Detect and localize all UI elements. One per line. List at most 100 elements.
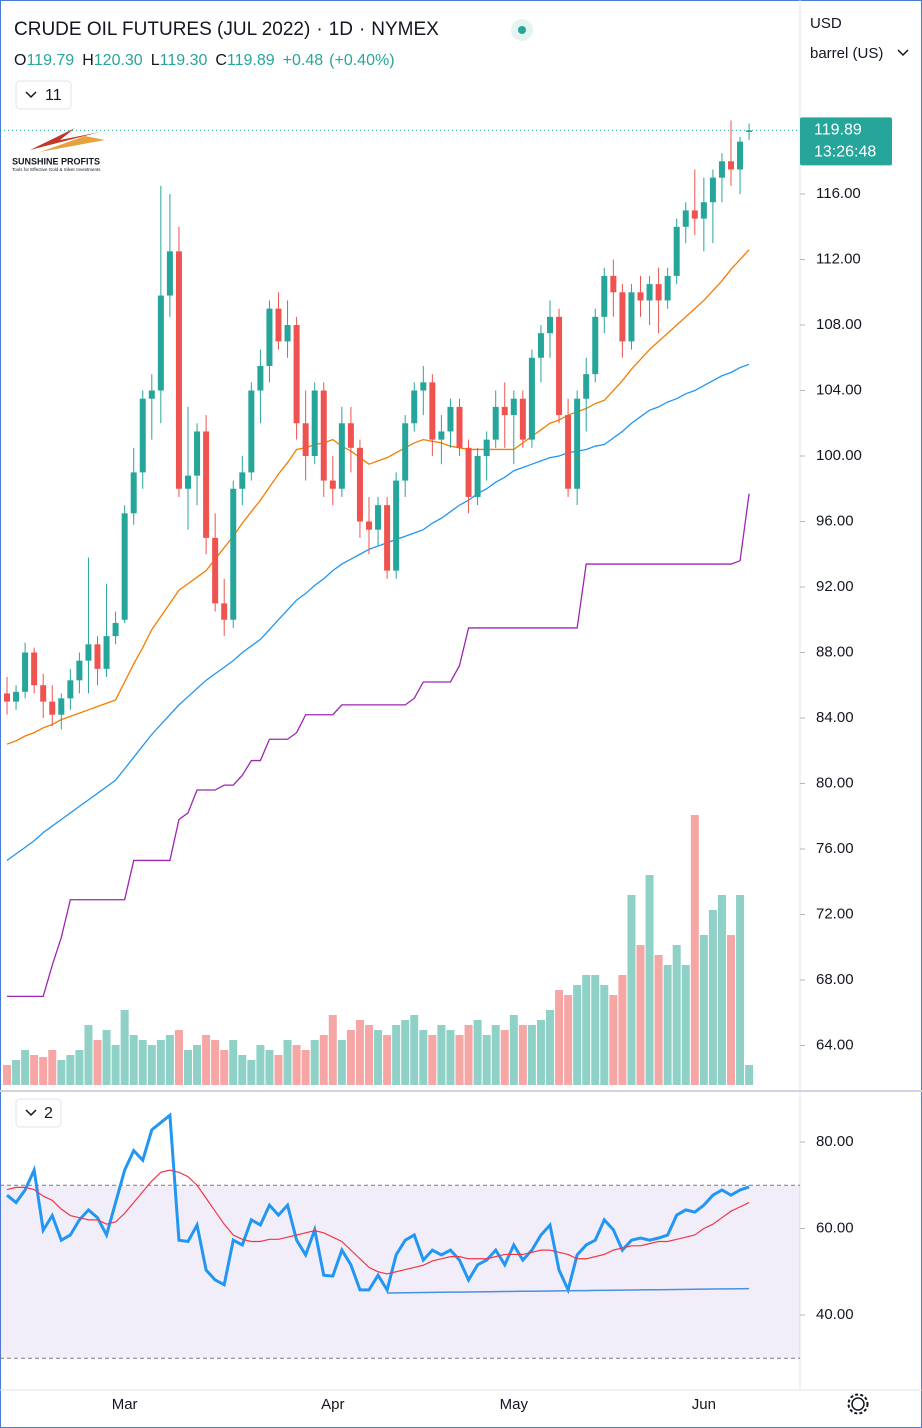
candle-body [619,292,626,342]
candle-body [103,636,110,669]
candle-body [691,210,698,219]
chevron [25,1109,37,1117]
candle-body [94,644,101,669]
volume-bar [618,975,627,1085]
candle-body [31,652,38,686]
candle-body [203,431,210,538]
volume-bar [564,995,573,1085]
candle-body [311,390,318,457]
candle-body [230,488,237,620]
candle-body [682,210,689,227]
volume-bar [636,945,645,1085]
gear-teeth [847,1393,869,1415]
candle-body [537,333,544,358]
volume-bar [102,1030,111,1085]
candle-body [420,382,427,391]
volume-bar [591,975,600,1085]
volume-bar [555,990,564,1085]
candle-body [610,275,617,293]
candle-body [718,161,725,178]
volume-bar [645,875,654,1085]
volume-bar [193,1045,202,1085]
y-tick-label: 92.00 [816,578,854,595]
volume-bar [727,935,735,1085]
candle-body [746,130,753,132]
indicators-toggle[interactable]: 11 [15,80,72,110]
y-tick-label: 112.00 [816,250,861,267]
candle-body [148,390,155,399]
y-tick-label: 108.00 [816,316,862,333]
currency[interactable]: USD [810,15,842,32]
volume-bar [328,1015,337,1085]
volume-bar [419,1030,428,1085]
rsi-indicators-toggle[interactable]: 2 [15,1098,62,1128]
candle-body [338,423,345,489]
y-tick-label: 76.00 [816,840,854,857]
volume-bar [111,1045,120,1085]
pill[interactable] [15,80,72,110]
candle-body [592,316,599,375]
candle-body [646,284,653,301]
interval: 1D [329,19,353,40]
y-tick-label: 60.00 [816,1219,854,1236]
separator: · [316,19,322,40]
candle-body [302,423,309,457]
candle-body [22,652,29,692]
x-tick-label: Mar [112,1396,138,1413]
candle-body [547,316,553,334]
candle-body [474,456,481,497]
volume-bar [383,1035,392,1085]
candle-body [166,251,173,296]
candle-body [293,325,300,424]
candle-body [384,505,391,571]
logo-tagline: Tools for Effective Gold & Silver Invest… [12,167,101,172]
volume-bar [736,895,745,1085]
ohlc-value: 119.30 [160,52,208,69]
pill[interactable] [15,1098,62,1128]
volume-bar [274,1055,283,1085]
rsi-pane [0,1112,800,1359]
candle-body [67,680,74,699]
candle-body [456,406,463,448]
candle-body [76,660,83,681]
candle-body [411,390,418,424]
volume-bar [129,1035,138,1085]
volume-bar [75,1050,84,1085]
candle-body [601,275,608,317]
candle-body [483,439,490,457]
candle-body [347,423,354,448]
y-tick-label: 100.00 [816,447,862,464]
volume-bar [283,1040,292,1085]
volume-bar [392,1025,401,1085]
volume-bar [428,1035,437,1085]
volume-bar [708,910,717,1085]
volume-bar [500,1030,509,1085]
candle-body [709,177,716,203]
last-price-label: 119.89 [814,122,862,139]
volume-bar [446,1030,455,1085]
volume-bar [745,1065,754,1085]
volume-bar [464,1025,473,1085]
rsi-band [0,1185,800,1359]
volume-bar [147,1045,156,1085]
volume-bar [401,1020,410,1085]
candle-body [519,398,526,440]
volume-bar [265,1050,274,1085]
candle-body [275,308,282,342]
candle-body [429,382,436,440]
candle-body [393,480,400,571]
volume-bar [437,1025,446,1085]
unit[interactable]: barrel (US) [810,45,883,62]
line-series [6,1169,750,1275]
settings-button[interactable] [847,1393,869,1415]
y-tick-label: 68.00 [816,971,854,988]
candle-body [248,390,255,473]
indicators-count: 11 [45,87,62,104]
volume-bar [120,1010,129,1085]
y-tick-label: 40.00 [816,1306,854,1323]
volume-bar [57,1060,66,1085]
candle-body [85,644,92,661]
volume-bar [310,1040,319,1085]
volume-bar [93,1040,102,1085]
